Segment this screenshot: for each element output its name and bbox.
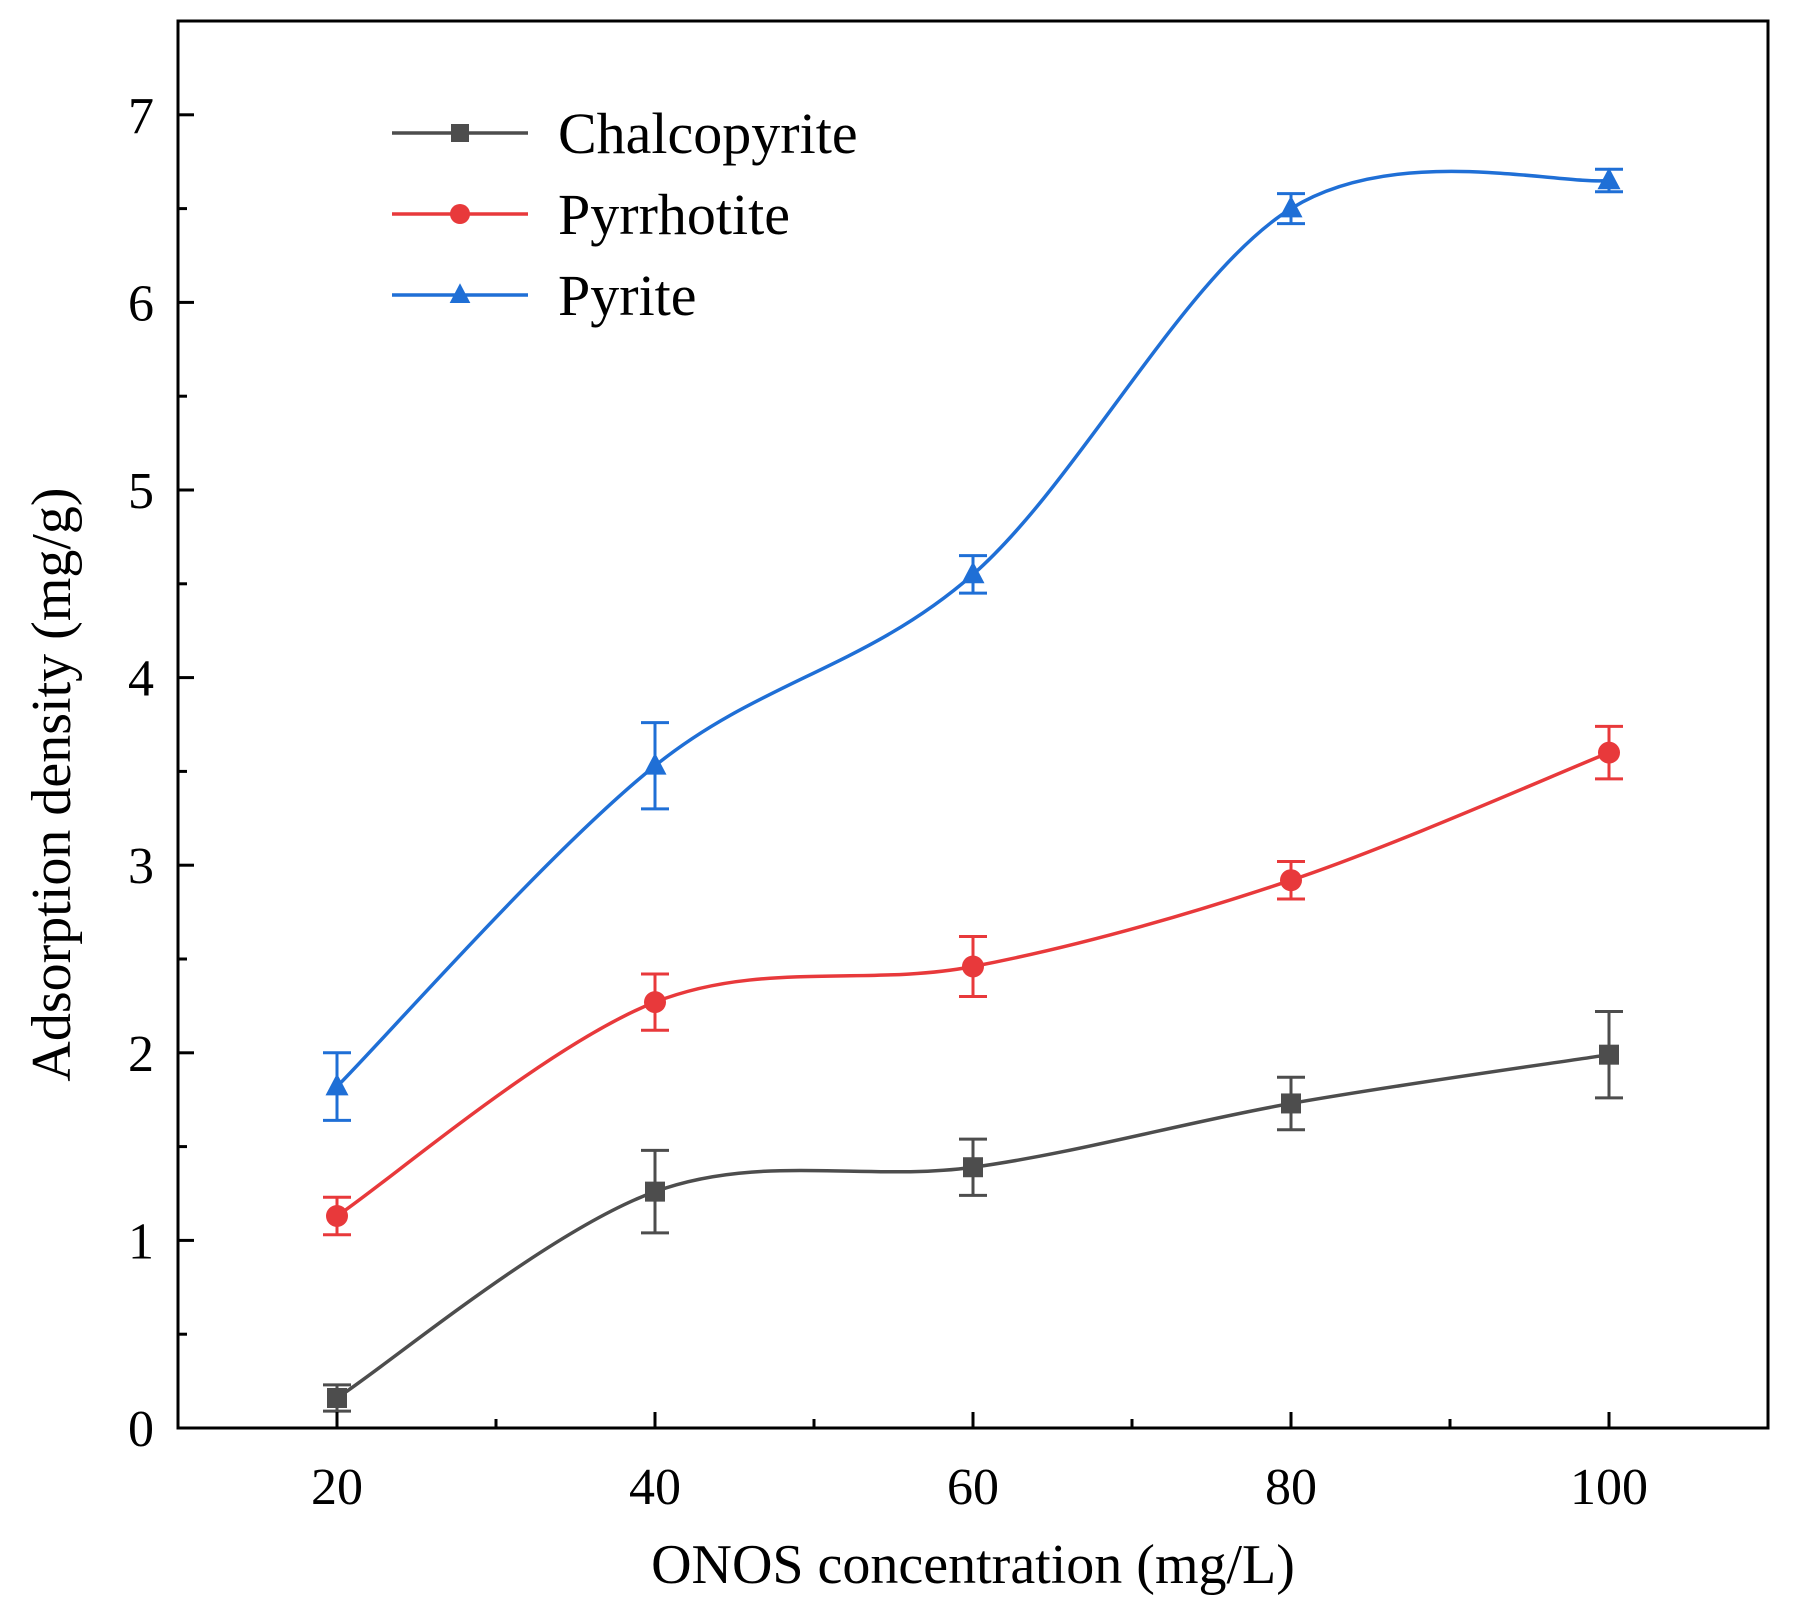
- y-tick-label: 2: [128, 1026, 154, 1083]
- x-tick-label: 80: [1265, 1459, 1317, 1516]
- y-tick-label: 7: [128, 88, 154, 145]
- data-point: [1280, 869, 1302, 892]
- plot-marks: [323, 167, 1623, 1413]
- data-point: [1279, 195, 1303, 218]
- x-tick-label: 40: [629, 1459, 681, 1516]
- legend-label: Pyrite: [558, 263, 697, 328]
- legend-label: Pyrrhotite: [558, 182, 790, 247]
- y-tick-label: 6: [128, 275, 154, 332]
- series-pyrrhotite: [323, 724, 1623, 1237]
- legend-item: Pyrrhotite: [392, 182, 790, 247]
- data-point: [1281, 1093, 1301, 1114]
- x-axis-title: ONOS concentration (mg/L): [651, 1534, 1295, 1596]
- series-line: [336, 1052, 1610, 1400]
- legend-item: Pyrite: [392, 263, 697, 328]
- y-tick-label: 3: [128, 838, 154, 895]
- data-point: [326, 1205, 348, 1228]
- axis-ticks: 20 40 60 80 100 0 1 2 3 4 5 6 7: [128, 88, 1648, 1516]
- legend: Chalcopyrite Pyrrhotite Pyrite: [392, 101, 858, 328]
- legend-label: Chalcopyrite: [558, 101, 858, 166]
- data-point: [644, 991, 666, 1014]
- x-tick-label: 20: [311, 1459, 363, 1516]
- data-point: [1597, 167, 1621, 190]
- x-tick-label: 60: [947, 1459, 999, 1516]
- data-point: [963, 1157, 983, 1178]
- series-chalcopyrite: [323, 1010, 1623, 1413]
- legend-marker: [451, 124, 469, 142]
- data-point: [1599, 1044, 1619, 1065]
- plot-frame: [176, 19, 1770, 1430]
- legend-item: Chalcopyrite: [392, 101, 858, 166]
- y-axis-title: Adsorption density (mg/g): [21, 487, 83, 1081]
- series-pyrite: [323, 167, 1623, 1122]
- data-point: [643, 752, 667, 775]
- y-tick-label: 0: [128, 1401, 154, 1458]
- data-point: [645, 1181, 665, 1202]
- y-tick-label: 1: [128, 1213, 154, 1270]
- x-tick-label: 100: [1570, 1459, 1648, 1516]
- data-point: [327, 1387, 347, 1408]
- data-point: [961, 561, 985, 584]
- data-point: [962, 955, 984, 978]
- data-point: [1598, 741, 1620, 764]
- legend-marker: [449, 283, 471, 303]
- legend-marker: [450, 204, 470, 224]
- y-tick-label: 5: [128, 463, 154, 520]
- data-point: [325, 1073, 349, 1096]
- y-tick-label: 4: [128, 651, 154, 708]
